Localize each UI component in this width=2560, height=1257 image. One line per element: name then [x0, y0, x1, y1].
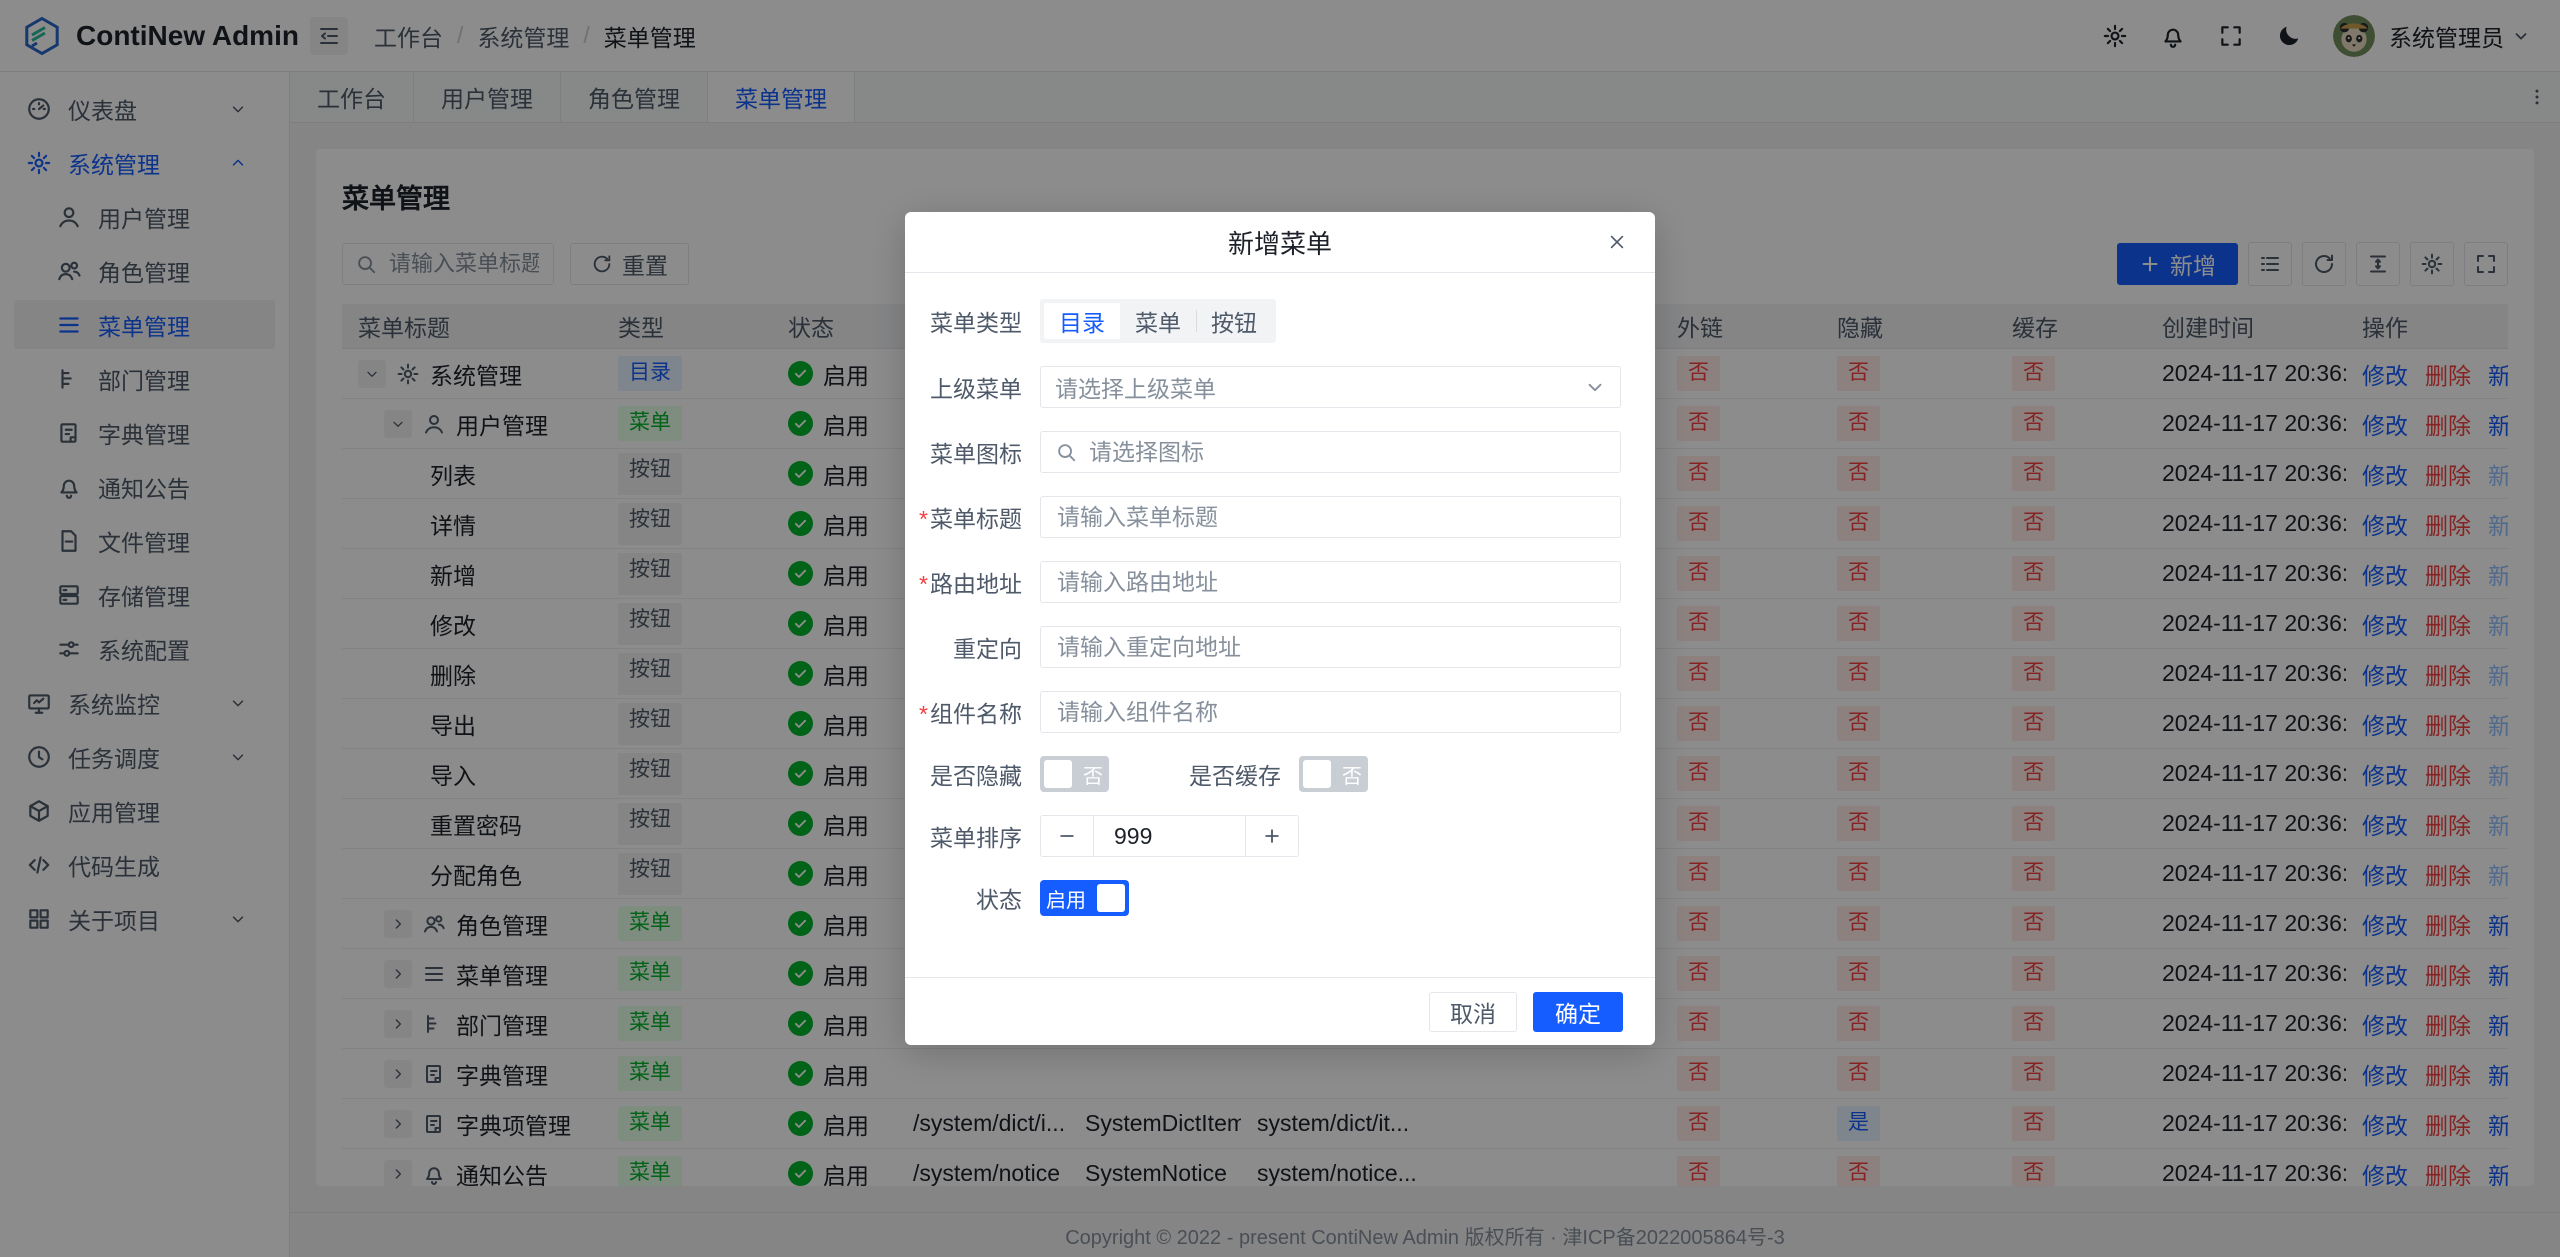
menu-type-label: 菜单类型 — [905, 304, 1022, 338]
hide-switch[interactable]: 否 — [1040, 756, 1109, 792]
required-mark: * — [919, 701, 928, 727]
form-row-route: *路由地址 — [905, 561, 1655, 603]
component-field[interactable] — [1055, 698, 1606, 727]
modal-body: 菜单类型 目录 菜单 按钮 上级菜单 请选择上级菜单 菜单图标 — [905, 273, 1655, 977]
switch-knob — [1303, 760, 1331, 788]
chevron-down-icon — [1584, 376, 1606, 398]
modal-close-button[interactable] — [1603, 228, 1631, 256]
menu-type-option-dir[interactable]: 目录 — [1044, 303, 1120, 339]
form-row-menu-icon: 菜单图标 — [905, 431, 1655, 473]
parent-menu-placeholder: 请选择上级菜单 — [1055, 370, 1216, 404]
form-row-sort: 菜单排序 999 — [905, 815, 1655, 857]
menu-type-segmented: 目录 菜单 按钮 — [1040, 299, 1276, 343]
status-switch-value: 启用 — [1044, 884, 1088, 913]
redirect-input[interactable] — [1040, 626, 1621, 668]
required-mark: * — [919, 571, 928, 597]
route-input[interactable] — [1040, 561, 1621, 603]
component-input[interactable] — [1040, 691, 1621, 733]
add-menu-modal: 新增菜单 菜单类型 目录 菜单 按钮 上级菜单 请选择上级菜单 — [905, 212, 1655, 1045]
parent-menu-select[interactable]: 请选择上级菜单 — [1040, 366, 1621, 408]
form-row-switches: 是否隐藏 否 是否缓存 否 — [905, 756, 1655, 792]
form-row-menu-title: *菜单标题 — [905, 496, 1655, 538]
menu-title-input[interactable] — [1040, 496, 1621, 538]
sort-label: 菜单排序 — [905, 819, 1022, 853]
menu-type-option-menu[interactable]: 菜单 — [1120, 303, 1196, 339]
menu-icon-field[interactable] — [1087, 438, 1606, 467]
switch-knob — [1097, 884, 1125, 912]
confirm-button[interactable]: 确定 — [1533, 992, 1623, 1032]
menu-title-field[interactable] — [1055, 503, 1606, 532]
search-icon — [1055, 441, 1077, 463]
required-mark: * — [919, 506, 928, 532]
stepper-increase-button[interactable] — [1246, 816, 1298, 856]
menu-icon-input[interactable] — [1040, 431, 1621, 473]
parent-menu-label: 上级菜单 — [905, 370, 1022, 404]
status-switch[interactable]: 启用 — [1040, 880, 1129, 916]
form-row-menu-type: 菜单类型 目录 菜单 按钮 — [905, 299, 1655, 343]
hide-switch-value: 否 — [1081, 760, 1105, 789]
close-icon — [1607, 232, 1627, 252]
form-row-component: *组件名称 — [905, 691, 1655, 733]
redirect-label: 重定向 — [905, 630, 1022, 664]
route-label: *路由地址 — [905, 565, 1022, 599]
status-label: 状态 — [905, 881, 1022, 915]
menu-icon-label: 菜单图标 — [905, 435, 1022, 469]
redirect-field[interactable] — [1055, 633, 1606, 662]
hide-label: 是否隐藏 — [905, 757, 1022, 791]
cache-switch-value: 否 — [1340, 760, 1364, 789]
minus-icon — [1057, 826, 1077, 846]
cancel-button[interactable]: 取消 — [1429, 992, 1517, 1032]
cache-label: 是否缓存 — [1161, 757, 1281, 791]
modal-footer: 取消 确定 — [905, 977, 1655, 1045]
sort-stepper: 999 — [1040, 815, 1299, 857]
component-label: *组件名称 — [905, 695, 1022, 729]
cache-switch[interactable]: 否 — [1299, 756, 1368, 792]
sort-value[interactable]: 999 — [1093, 816, 1246, 856]
form-row-redirect: 重定向 — [905, 626, 1655, 668]
switch-knob — [1044, 760, 1072, 788]
menu-type-option-button[interactable]: 按钮 — [1196, 303, 1272, 339]
stepper-decrease-button[interactable] — [1041, 816, 1093, 856]
route-field[interactable] — [1055, 568, 1606, 597]
form-row-status: 状态 启用 — [905, 880, 1655, 916]
plus-icon — [1262, 826, 1282, 846]
modal-title: 新增菜单 — [1228, 224, 1332, 261]
form-row-parent-menu: 上级菜单 请选择上级菜单 — [905, 366, 1655, 408]
menu-title-label: *菜单标题 — [905, 500, 1022, 534]
modal-header: 新增菜单 — [905, 212, 1655, 273]
